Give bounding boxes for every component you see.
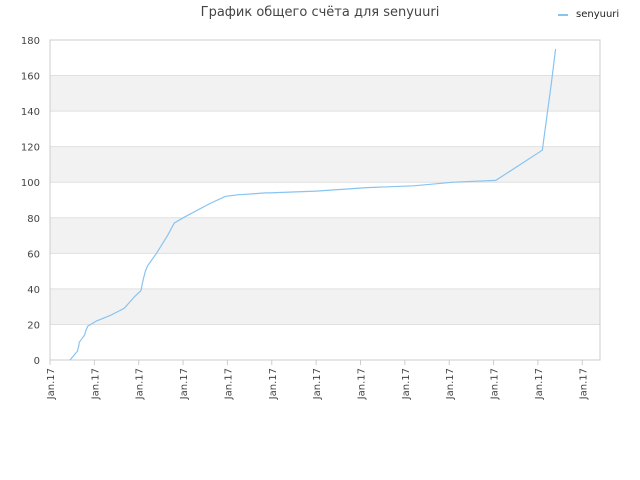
y-tick-label: 0 (34, 356, 40, 367)
y-tick-label: 80 (27, 214, 40, 225)
series-line (69, 48, 557, 361)
grid-band (50, 288, 600, 325)
grid-band (50, 75, 600, 112)
x-tick-label: Jan.17 (135, 368, 146, 400)
x-tick-label: Jan.17 (401, 368, 412, 400)
x-tick-label: Jan.17 (445, 368, 456, 400)
x-tick-label: Jan.17 (578, 368, 589, 400)
x-tick-label: Jan.17 (268, 368, 279, 400)
x-tick-label: Jan.17 (90, 368, 101, 400)
legend-label: senyuuri (576, 9, 620, 20)
x-tick-label: Jan.17 (179, 368, 190, 400)
y-tick-label: 120 (21, 143, 40, 154)
y-tick-label: 140 (21, 107, 40, 118)
y-tick-label: 100 (21, 178, 40, 189)
y-tick-label: 180 (21, 36, 40, 47)
x-tick-label: Jan.17 (312, 368, 323, 400)
legend-swatch (558, 13, 568, 16)
y-tick-label: 20 (27, 320, 40, 331)
x-tick-label: Jan.17 (534, 368, 545, 400)
grid-band (50, 217, 600, 254)
y-tick-label: 160 (21, 72, 40, 83)
x-tick-label: Jan.17 (223, 368, 234, 400)
x-tick-label: Jan.17 (46, 368, 57, 400)
grid-band (50, 146, 600, 183)
x-tick-label: Jan.17 (490, 368, 501, 400)
x-tick-label: Jan.17 (356, 368, 367, 400)
y-tick-label: 40 (27, 285, 40, 296)
chart-title: График общего счёта для senyuuri (200, 5, 440, 20)
legend: senyuuri (558, 9, 619, 20)
y-tick-label: 60 (27, 249, 40, 260)
plot-border (49, 39, 601, 361)
